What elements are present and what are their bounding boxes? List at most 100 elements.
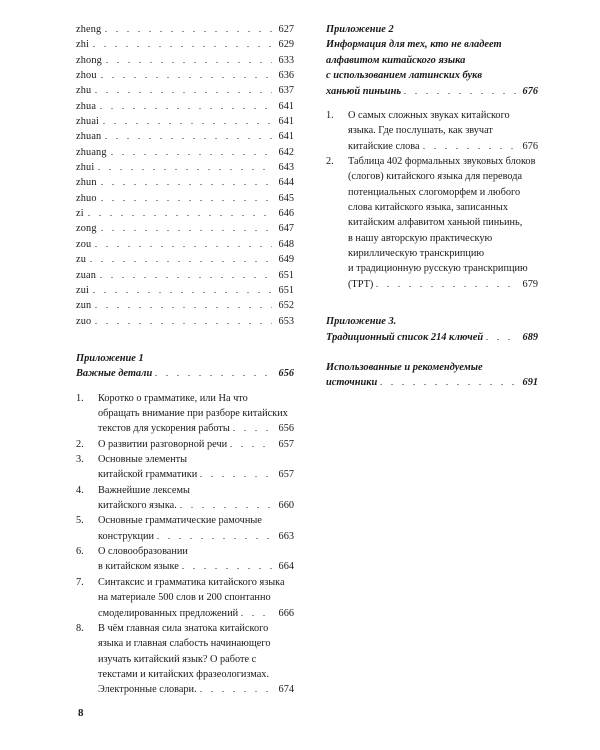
appendix-2-item-text: в нашу авторскую практическую — [348, 232, 493, 244]
pinyin-index-row[interactable]: zuo 653 — [76, 314, 294, 329]
appendix-1-item-text: Важнейшие лексемы — [98, 484, 190, 496]
pinyin-page: 647 — [278, 223, 294, 235]
appendix-1-item[interactable]: 7. Синтаксис и грамматика китайского язык… — [76, 575, 294, 621]
appendix-1-item[interactable]: 3. Основные элементы китайской грамматики 6… — [76, 452, 294, 483]
pinyin-index-list: zheng 627 zhi 629 zhong 633 zhou 636 zhu 637 zhua 6… — [76, 22, 294, 329]
appendix-1-item-number: 4. — [76, 484, 84, 496]
appendix-1-item-page: 656 — [278, 423, 294, 435]
leader-dots — [100, 107, 272, 109]
appendix-1-item-page: 657 — [278, 469, 294, 481]
leader-dots — [95, 322, 272, 324]
pinyin-page: 651 — [278, 284, 294, 296]
pinyin-index-row[interactable]: zhui 643 — [76, 160, 294, 175]
pinyin-index-row[interactable]: zhi 629 — [76, 37, 294, 52]
pinyin-page: 642 — [278, 146, 294, 158]
appendix-1-item-last-line[interactable]: китайской грамматики 657 — [98, 467, 294, 482]
pinyin-index-row[interactable]: zhua 641 — [76, 99, 294, 114]
appendix-1-item-last-line[interactable]: О развитии разговорной речи 657 — [98, 437, 294, 452]
appendix-1-item-text: текстов для ускорения работы — [98, 423, 230, 435]
appendix-1-item-text: Основные элементы — [98, 454, 188, 466]
pinyin-index-row[interactable]: zi 646 — [76, 206, 294, 221]
appendix-1-item[interactable]: 6. О словообразовании в китайском языке 664 — [76, 544, 294, 575]
pinyin-page: 633 — [278, 54, 294, 66]
leader-dots — [199, 691, 272, 693]
pinyin-syllable: zun — [76, 300, 92, 312]
spacer — [76, 382, 294, 391]
sources-title-last: источники — [326, 377, 378, 389]
leader-dots — [95, 245, 272, 247]
leader-dots — [98, 169, 272, 171]
appendix-3-title-row[interactable]: Традиционный список 214 ключей 689 — [326, 330, 538, 345]
pinyin-syllable: zhong — [76, 54, 102, 66]
pinyin-index-row[interactable]: zhong 633 — [76, 53, 294, 68]
pinyin-index-row[interactable]: zhuai 641 — [76, 114, 294, 129]
appendix-1-item-page: 666 — [278, 607, 294, 619]
appendix-2-item-text: китайским алфавитом ханьюй пиньинь, — [348, 217, 523, 229]
pinyin-syllable: zi — [76, 208, 84, 220]
spacer — [76, 329, 294, 351]
leader-dots — [422, 147, 516, 149]
pinyin-syllable: zhun — [76, 177, 97, 189]
pinyin-index-row[interactable]: zhuan 641 — [76, 129, 294, 144]
appendix-2-title-row[interactable]: ханьюй пиньинь 676 — [326, 84, 538, 99]
pinyin-index-row[interactable]: zhun 644 — [76, 175, 294, 190]
appendix-2-item[interactable]: 1. О самых сложных звуках китайского языка… — [326, 108, 538, 154]
toc-columns: zheng 627 zhi 629 zhong 633 zhou 636 zhu 637 zhua 6… — [0, 22, 600, 698]
pinyin-index-row[interactable]: zun 652 — [76, 298, 294, 313]
leader-dots — [486, 338, 516, 340]
appendix-1-item-text: смоделированных предложений — [98, 607, 239, 619]
appendix-1-item-last-line[interactable]: текстов для ускорения работы 656 — [98, 421, 294, 436]
leader-dots — [155, 375, 272, 377]
appendix-2-item-last-line[interactable]: китайские слова 676 — [348, 139, 538, 154]
appendix-1-item-last-line[interactable]: Электронные словари. 674 — [98, 682, 294, 697]
appendix-2-title-lines: Информация для тех, кто не владеет алфави… — [326, 37, 538, 83]
pinyin-syllable: zhu — [76, 85, 92, 97]
appendix-2-item[interactable]: 2. Таблица 402 формальных звуковых блоков… — [326, 154, 538, 292]
appendix-1-item-last-line[interactable]: китайского языка. 660 — [98, 498, 294, 513]
sources-title-row[interactable]: источники 691 — [326, 375, 538, 390]
appendix-1-item-last-line[interactable]: конструкции 663 — [98, 529, 294, 544]
pinyin-index-row[interactable]: zou 648 — [76, 237, 294, 252]
appendix-1-item-last-line[interactable]: смоделированных предложений 666 — [98, 606, 294, 621]
appendix-1-item-number: 6. — [76, 546, 84, 558]
pinyin-index-row[interactable]: zui 651 — [76, 283, 294, 298]
appendix-1-item-page: 674 — [278, 684, 294, 696]
pinyin-index-row[interactable]: zhou 636 — [76, 68, 294, 83]
appendix-1-item-number: 7. — [76, 576, 84, 588]
pinyin-index-row[interactable]: zhuang 642 — [76, 145, 294, 160]
appendix-2-item-text: кириллическую транскрипцию — [348, 248, 485, 260]
pinyin-index-row[interactable]: zhuo 645 — [76, 191, 294, 206]
appendix-1-item[interactable]: 1. Коротко о грамматике, или На что обраща… — [76, 391, 294, 437]
pinyin-syllable: zhi — [76, 39, 90, 51]
appendix-2-item-last-line[interactable]: (ТРТ) 679 — [348, 277, 538, 292]
appendix-2-section: Приложение 2 Информация для тех, кто не … — [326, 22, 538, 99]
pinyin-syllable: zou — [76, 238, 92, 250]
appendix-1-title-row[interactable]: Важные детали 656 — [76, 366, 294, 381]
leader-dots — [95, 92, 272, 94]
pinyin-syllable: zhou — [76, 70, 97, 82]
pinyin-page: 643 — [278, 162, 294, 174]
appendix-1-item-text: В чём главная сила знатока китайского — [98, 622, 269, 634]
appendix-1-item[interactable]: 4. Важнейшие лексемы китайского языка. 660 — [76, 483, 294, 514]
pinyin-page: 645 — [278, 192, 294, 204]
appendix-2-item-text: языка. Где послушать, как звучат — [348, 125, 493, 137]
appendix-1-item[interactable]: 8. В чём главная сила знатока китайского я… — [76, 621, 294, 698]
appendix-2-title-line: Информация для тех, кто не владеет — [326, 39, 502, 51]
appendix-1-item-page: 657 — [278, 438, 294, 450]
pinyin-index-row[interactable]: zhu 637 — [76, 83, 294, 98]
appendix-2-item-text: и традиционную русскую транскрипцию — [348, 263, 528, 275]
pinyin-index-row[interactable]: zong 647 — [76, 221, 294, 236]
leader-dots — [230, 445, 272, 447]
pinyin-index-row[interactable]: zuan 651 — [76, 268, 294, 283]
pinyin-page: 641 — [278, 131, 294, 143]
pinyin-index-row[interactable]: zheng 627 — [76, 22, 294, 37]
appendix-2-item-text: слова китайского языка, записанных — [348, 202, 508, 214]
appendix-1-item-last-line[interactable]: в китайском языке 664 — [98, 559, 294, 574]
appendix-1-item[interactable]: 5. Основные грамматические рамочные констр… — [76, 513, 294, 544]
pinyin-page: 652 — [278, 300, 294, 312]
appendix-1-item[interactable]: 2. О развитии разговорной речи 657 — [76, 437, 294, 452]
pinyin-index-row[interactable]: zu 649 — [76, 252, 294, 267]
appendix-2-item-text: О самых сложных звуках китайского — [348, 110, 510, 122]
appendix-1-item-number: 5. — [76, 515, 84, 527]
leader-dots — [200, 476, 272, 478]
